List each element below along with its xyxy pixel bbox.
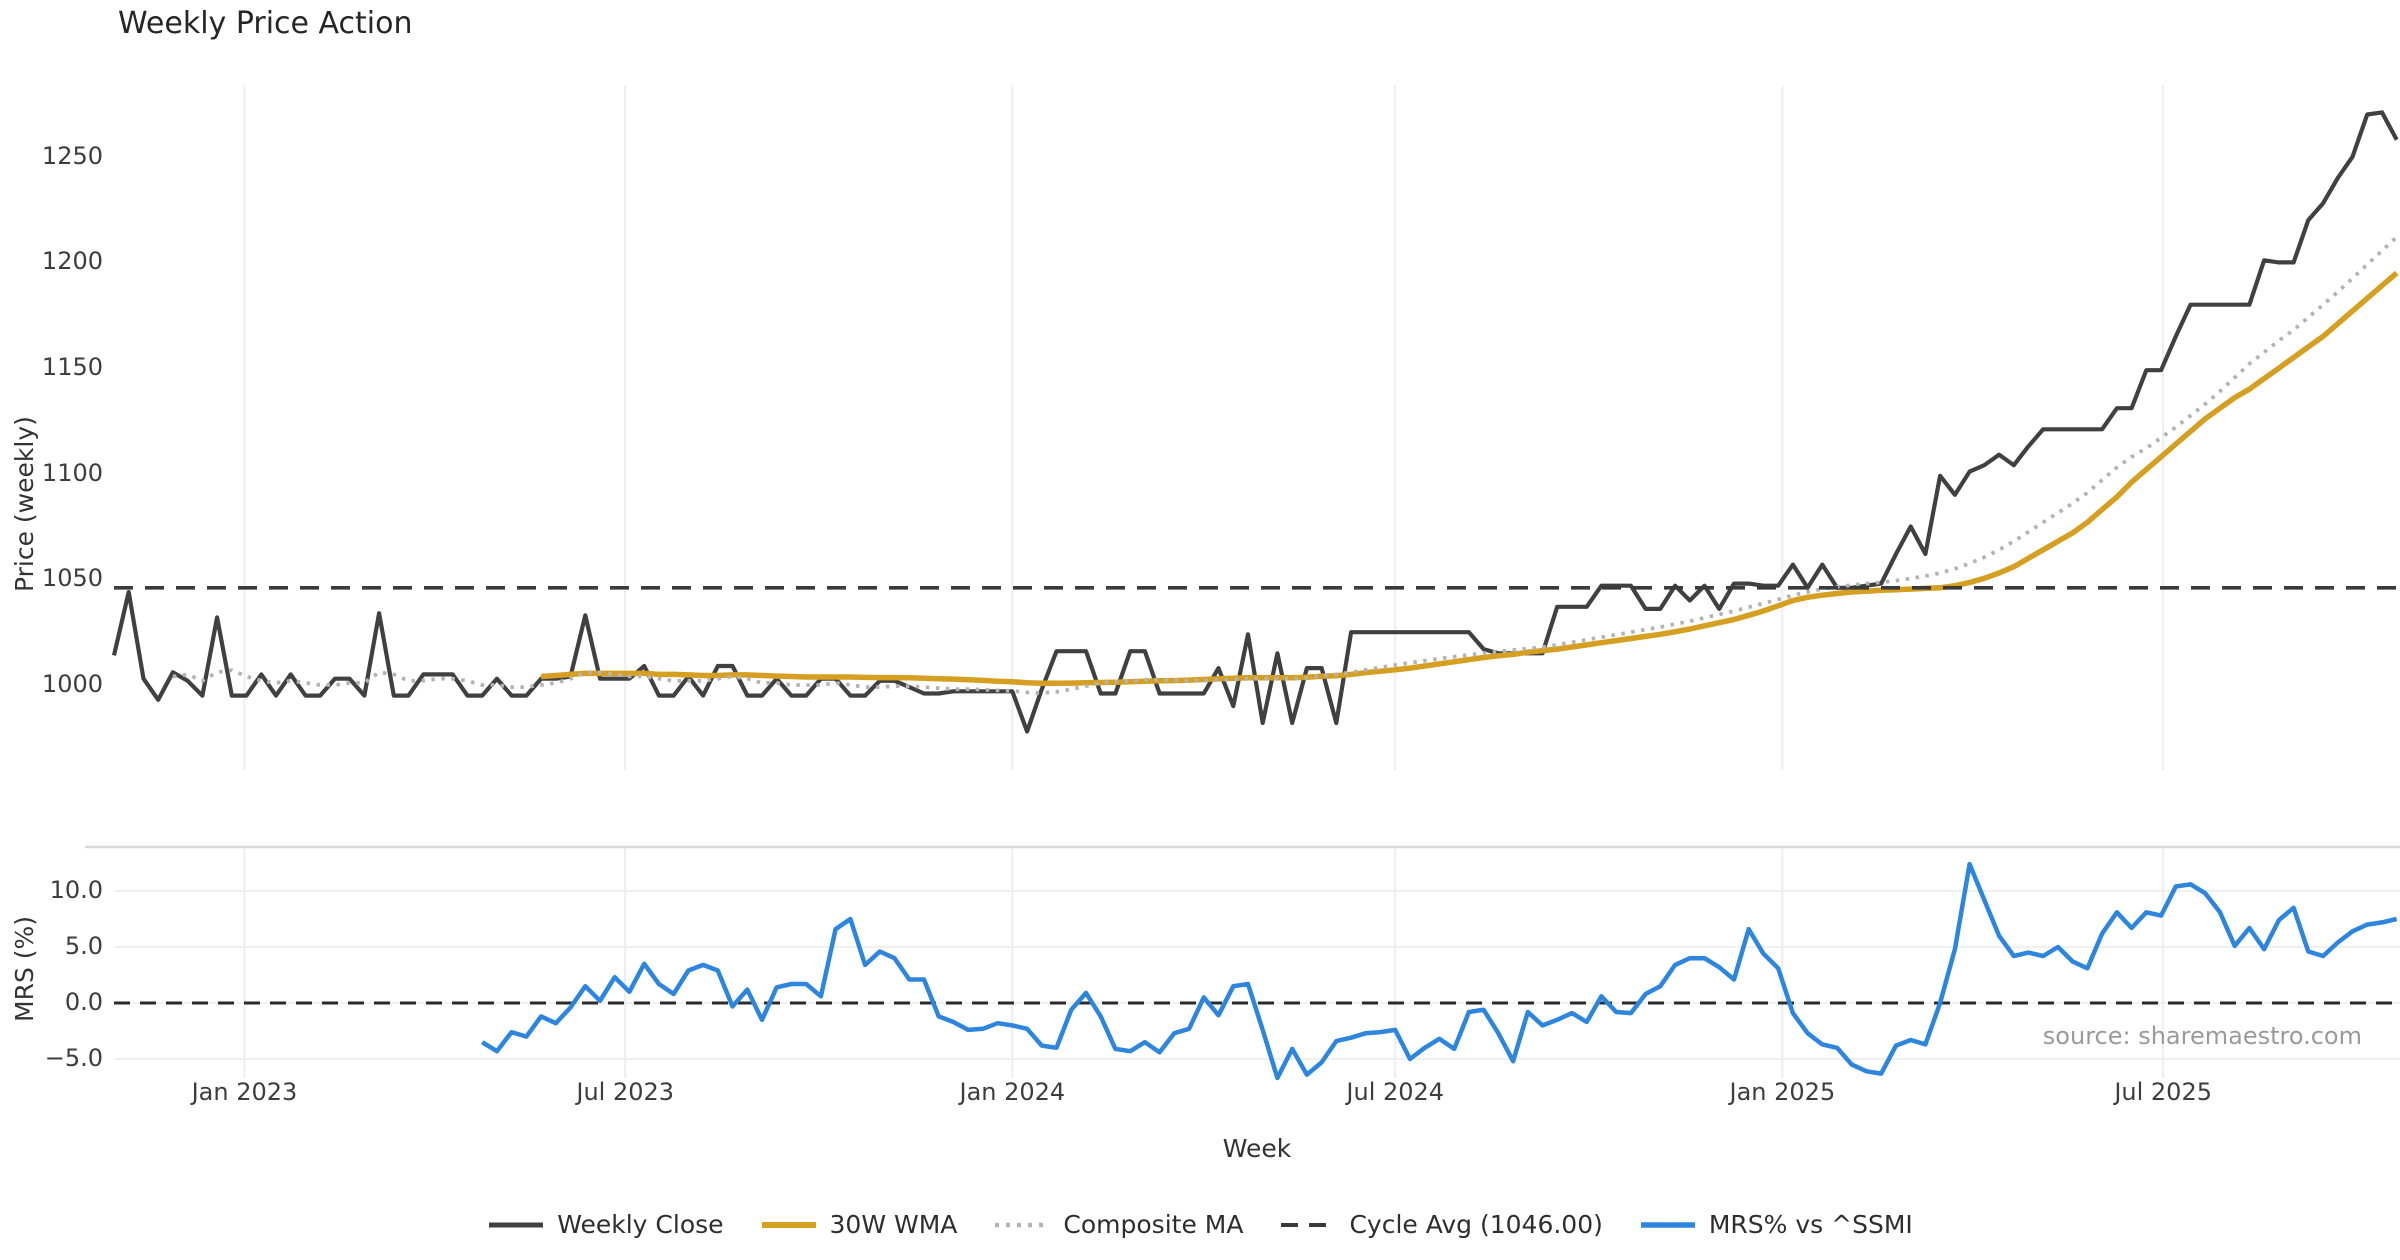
legend-item: Weekly Close — [487, 1210, 724, 1239]
legend-line-swatch-icon — [1281, 1222, 1336, 1227]
legend-label: Weekly Close — [557, 1210, 724, 1239]
price-ytick-label: 1200 — [41, 247, 103, 276]
legend-line-swatch-icon — [761, 1221, 816, 1228]
xtick-label: Jul 2024 — [1346, 1078, 1445, 1106]
weekly-close-line — [111, 110, 2399, 734]
legend-label: 30W WMA — [829, 1210, 958, 1239]
mrs-ytick-label: −5.0 — [44, 1044, 103, 1072]
legend-line-swatch-icon — [1640, 1221, 1695, 1228]
chart-title: Weekly Price Action — [118, 6, 413, 41]
legend-label: Composite MA — [1063, 1210, 1244, 1239]
mrs-ytick-label: 0.0 — [64, 988, 103, 1016]
composite-ma-line — [172, 235, 2399, 695]
xtick-label: Jan 2023 — [191, 1078, 298, 1106]
xtick-label: Jan 2024 — [959, 1078, 1066, 1106]
wma30-line — [540, 270, 2399, 687]
legend-item: Cycle Avg (1046.00) — [1279, 1210, 1603, 1239]
legend-item: Composite MA — [993, 1210, 1243, 1239]
xtick-label: Jul 2025 — [2114, 1078, 2212, 1106]
legend-label: Cycle Avg (1046.00) — [1349, 1210, 1603, 1239]
legend-line-swatch-icon — [489, 1222, 544, 1227]
legend-line-swatch-icon — [995, 1222, 1050, 1227]
legend-item: MRS% vs ^SSMI — [1639, 1210, 1913, 1239]
legend-item: 30W WMA — [760, 1210, 958, 1239]
mrs-ytick-label: 5.0 — [64, 932, 103, 960]
price-ytick-label: 1250 — [41, 141, 103, 170]
source-note: source: sharemaestro.com — [2042, 1022, 2362, 1050]
xtick-label: Jul 2023 — [576, 1078, 675, 1106]
legend: Weekly Close 30W WMA Composite MA Cycle Avg… — [0, 1210, 2400, 1239]
xtick-label: Jan 2025 — [1729, 1078, 1836, 1106]
price-ytick-label: 1150 — [41, 353, 103, 382]
mrs-line — [481, 861, 2398, 1081]
mrs-ytick-label: 10.0 — [49, 876, 103, 904]
legend-label: MRS% vs ^SSMI — [1708, 1210, 1913, 1239]
price-ytick-label: 1050 — [41, 564, 103, 593]
xaxis-title: Week — [1222, 1134, 1292, 1163]
price-ytick-label: 1000 — [41, 670, 103, 698]
price-ytick-label: 1100 — [41, 458, 103, 487]
